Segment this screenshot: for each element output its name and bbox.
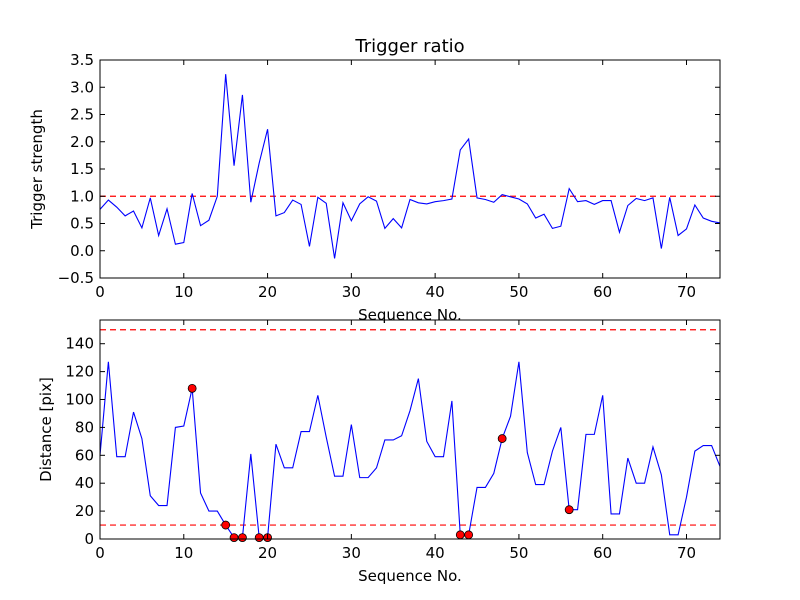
trigger-strength-line	[99, 74, 721, 259]
x-tick-label: 10	[174, 283, 193, 301]
x-tick-label: 20	[258, 283, 277, 301]
x-tick-label: 0	[95, 283, 105, 301]
plot-frame	[99, 319, 721, 540]
y-tick-label: 0.0	[70, 242, 94, 260]
threshold-lines	[100, 329, 720, 526]
y-tick-label: 1.5	[70, 160, 94, 178]
trigger-point	[187, 383, 197, 393]
x-tick-label: 40	[426, 544, 445, 562]
y-axis-label: Distance [pix]	[37, 377, 55, 482]
y-tick-label: 100	[65, 391, 94, 409]
trigger-point	[221, 520, 231, 530]
y-tick-label: 140	[65, 335, 94, 353]
y-tick-label: −0.5	[58, 269, 94, 287]
x-tick-label: 40	[426, 283, 445, 301]
y-tick-label: 80	[75, 418, 94, 436]
x-axis-label: Sequence No.	[358, 567, 462, 585]
x-tick-label: 50	[509, 544, 528, 562]
y-tick-label: 2.5	[70, 106, 94, 124]
chart-title: Trigger ratio	[354, 36, 464, 57]
x-tick-label: 70	[677, 544, 696, 562]
y-tick-label: 0.5	[70, 215, 94, 233]
x-tick-label: 0	[95, 544, 105, 562]
y-tick-label: 40	[75, 474, 94, 492]
y-tick-label: 1.0	[70, 187, 94, 205]
x-tick-label: 70	[677, 283, 696, 301]
distance-chart: 0 10 20 30 40 50 60 70 0 20 40 60 80 100 120 140 Sequen…	[37, 319, 721, 585]
trigger-point	[238, 533, 247, 543]
trigger-point	[464, 530, 474, 540]
trigger-point	[229, 533, 239, 543]
x-tick-label: 60	[593, 283, 612, 301]
y-tick-label: 20	[75, 502, 94, 520]
y-tick-label: 60	[75, 446, 94, 464]
y-tick-label: 0	[84, 530, 94, 548]
y-tick-label: 3.0	[70, 78, 94, 96]
x-tick-label: 30	[342, 544, 361, 562]
trigger-point	[564, 505, 574, 515]
x-tick-label: 10	[174, 544, 193, 562]
distance-line	[99, 361, 721, 539]
x-tick-label: 30	[342, 283, 361, 301]
y-tick-label: 120	[65, 363, 94, 381]
y-tick-label: 2.0	[70, 133, 94, 151]
x-axis-label: Sequence No.	[358, 306, 462, 324]
trigger-point	[497, 434, 507, 443]
x-tick-label: 60	[593, 544, 612, 562]
x-tick-label: 20	[258, 544, 277, 562]
y-tick-label: 3.5	[70, 51, 94, 69]
trigger-point	[254, 533, 264, 543]
trigger-point	[455, 530, 465, 540]
x-tick-label: 50	[509, 283, 528, 301]
y-axis-label: Trigger strength	[28, 109, 46, 230]
